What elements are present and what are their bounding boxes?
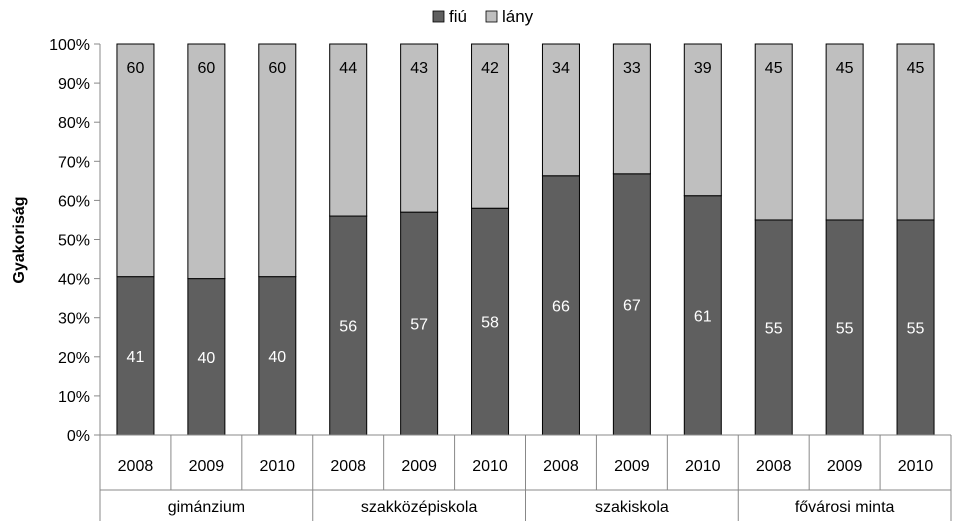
y-tick-label: 100%	[49, 37, 90, 54]
data-label-lany: 42	[481, 60, 499, 77]
data-label-fiu: 57	[410, 317, 428, 334]
bar-lany	[896, 43, 935, 221]
x-tick-label: 2010	[898, 458, 934, 475]
bar-lany	[400, 43, 439, 213]
data-label-fiu: 55	[907, 320, 925, 337]
data-label-fiu: 41	[127, 349, 145, 366]
y-tick-label: 0%	[67, 428, 90, 445]
data-label-fiu: 61	[694, 308, 712, 325]
bar-lany	[187, 43, 226, 280]
legend: fiú lány	[432, 7, 534, 26]
data-label-lany: 39	[694, 60, 712, 77]
data-label-lany: 44	[339, 60, 357, 77]
y-tick-label: 80%	[58, 115, 90, 132]
x-tick-label: 2009	[614, 458, 650, 475]
data-label-fiu: 67	[623, 297, 641, 314]
bar-fiu	[541, 175, 580, 436]
legend-label-fiu: fiú	[449, 7, 467, 26]
x-group-label: gimánzium	[168, 499, 245, 516]
y-axis-title: Gyakoriság	[11, 196, 28, 283]
bar-lany	[258, 43, 297, 278]
x-tick-label: 2008	[756, 458, 792, 475]
bar-lany	[541, 43, 580, 177]
bar-fiu	[825, 219, 864, 436]
bar-fiu	[471, 207, 510, 436]
y-axis: 0% 10% 20% 30% 40% 50% 60% 70% 80% 90% 100%	[49, 37, 101, 445]
bar-fiu	[754, 219, 793, 436]
data-label-lany: 60	[127, 60, 145, 77]
y-tick-label: 10%	[58, 389, 90, 406]
bar-fiu	[612, 173, 651, 436]
x-tick-label: 2010	[472, 458, 508, 475]
bar-lany	[116, 43, 155, 278]
x-tick-label: 2009	[189, 458, 225, 475]
data-label-lany: 43	[410, 60, 428, 77]
x-group-label: szakközépiskola	[361, 499, 478, 516]
data-label-lany: 45	[836, 60, 854, 77]
x-tick-label: 2010	[259, 458, 295, 475]
x-axis: 2008 2009 2010 2008 2009 2010 2008 2009 2010 2008…	[99, 434, 952, 521]
bar-lany	[612, 43, 651, 175]
bar-fiu	[116, 276, 155, 436]
x-tick-label: 2008	[330, 458, 366, 475]
bar-lany	[471, 43, 510, 209]
data-label-fiu: 55	[836, 320, 854, 337]
data-label-fiu: 66	[552, 298, 570, 315]
y-tick-label: 60%	[58, 193, 90, 210]
data-label-lany: 45	[765, 60, 783, 77]
x-tick-label: 2008	[118, 458, 154, 475]
data-label-lany: 60	[197, 60, 215, 77]
x-group-label: szakiskola	[595, 499, 669, 516]
data-label-lany: 60	[268, 60, 286, 77]
bar-lany	[329, 43, 368, 217]
x-tick-label: 2010	[685, 458, 721, 475]
data-label-fiu: 56	[339, 319, 357, 336]
bar-lany	[683, 43, 722, 197]
legend-label-lany: lány	[502, 7, 534, 26]
bar-lany	[754, 43, 793, 221]
y-tick-label: 70%	[58, 154, 90, 171]
data-label-fiu: 40	[197, 350, 215, 367]
y-tick-label: 90%	[58, 76, 90, 93]
legend-swatch-fiu	[432, 10, 445, 23]
bar-lany	[825, 43, 864, 221]
legend-swatch-lany	[485, 10, 498, 23]
bars: 41 60 40 60 40 60 56 44 57 43 58 42 66 34 67 33 61 39 55 45…	[116, 43, 935, 436]
data-label-fiu: 40	[268, 349, 286, 366]
bar-fiu	[896, 219, 935, 436]
y-tick-label: 20%	[58, 350, 90, 367]
data-label-fiu: 58	[481, 315, 499, 332]
data-label-fiu: 55	[765, 320, 783, 337]
x-tick-label: 2008	[543, 458, 579, 475]
data-label-lany: 33	[623, 60, 641, 77]
data-label-lany: 45	[907, 60, 925, 77]
y-tick-label: 30%	[58, 311, 90, 328]
x-tick-label: 2009	[401, 458, 437, 475]
x-tick-label: 2009	[827, 458, 863, 475]
y-tick-label: 50%	[58, 233, 90, 250]
data-label-lany: 34	[552, 60, 570, 77]
y-tick-label: 40%	[58, 272, 90, 289]
x-group-label: fővárosi minta	[795, 499, 895, 516]
